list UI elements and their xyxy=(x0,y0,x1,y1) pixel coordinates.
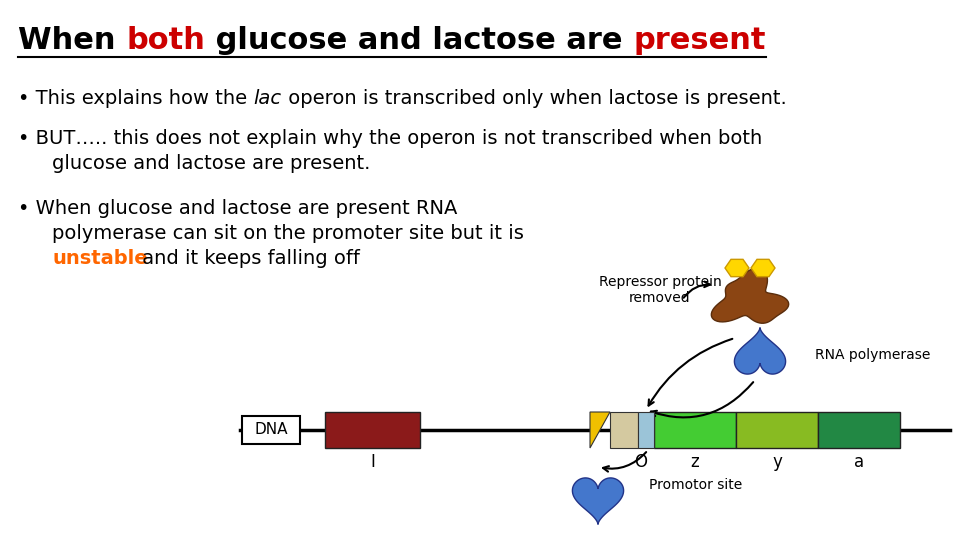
Bar xyxy=(638,412,654,448)
Polygon shape xyxy=(725,259,749,276)
Text: polymerase can sit on the promoter site but it is: polymerase can sit on the promoter site … xyxy=(52,224,524,243)
Text: • BUT….. this does not explain why the operon is not transcribed when both: • BUT….. this does not explain why the o… xyxy=(18,129,762,148)
Text: • When glucose and lactose are present RNA: • When glucose and lactose are present R… xyxy=(18,199,457,218)
Text: O: O xyxy=(635,453,647,471)
Polygon shape xyxy=(751,259,775,276)
Bar xyxy=(654,412,736,448)
Text: Repressor protein
removed: Repressor protein removed xyxy=(599,275,721,305)
Text: both: both xyxy=(126,26,205,55)
Text: and it keeps falling off: and it keeps falling off xyxy=(136,249,360,268)
Bar xyxy=(818,412,900,448)
Text: • This explains how the: • This explains how the xyxy=(18,89,253,108)
Polygon shape xyxy=(572,478,624,524)
Bar xyxy=(736,412,818,448)
Text: z: z xyxy=(690,453,700,471)
Text: When: When xyxy=(18,26,126,55)
Text: y: y xyxy=(772,453,782,471)
Text: glucose and lactose are: glucose and lactose are xyxy=(205,26,634,55)
Text: RNA polymerase: RNA polymerase xyxy=(815,348,930,362)
Text: lac: lac xyxy=(253,89,281,108)
Polygon shape xyxy=(734,328,785,374)
Text: operon is transcribed only when lactose is present.: operon is transcribed only when lactose … xyxy=(281,89,786,108)
Polygon shape xyxy=(711,268,789,323)
Text: I: I xyxy=(370,453,375,471)
Bar xyxy=(610,412,638,448)
Text: glucose and lactose are present.: glucose and lactose are present. xyxy=(52,154,371,173)
Text: present: present xyxy=(634,26,766,55)
Text: DNA: DNA xyxy=(254,422,288,437)
Polygon shape xyxy=(590,412,610,448)
FancyBboxPatch shape xyxy=(242,416,300,444)
Text: a: a xyxy=(854,453,864,471)
Bar xyxy=(325,412,420,448)
Text: unstable: unstable xyxy=(52,249,148,268)
Text: Promotor site: Promotor site xyxy=(649,478,743,492)
